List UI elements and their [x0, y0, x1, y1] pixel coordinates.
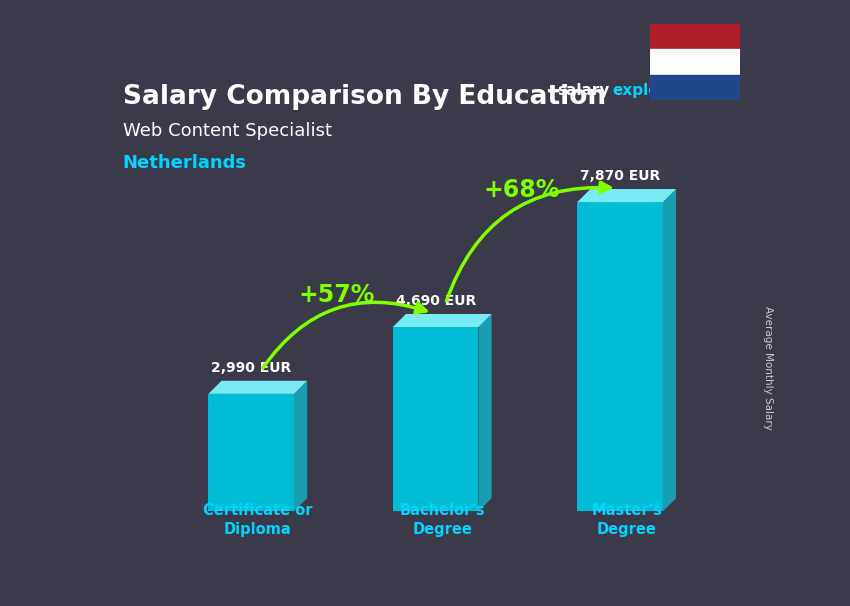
Text: Bachelor's
Degree: Bachelor's Degree: [400, 503, 485, 537]
Polygon shape: [294, 381, 307, 511]
Text: +68%: +68%: [483, 178, 559, 202]
Bar: [650, 24, 740, 50]
Polygon shape: [577, 202, 663, 511]
Text: Master's
Degree: Master's Degree: [592, 503, 662, 537]
Text: Web Content Specialist: Web Content Specialist: [122, 122, 332, 140]
Polygon shape: [208, 394, 294, 511]
Polygon shape: [208, 381, 307, 394]
Text: +57%: +57%: [298, 283, 375, 307]
Text: Certificate or
Diploma: Certificate or Diploma: [203, 503, 313, 537]
Text: 4,690 EUR: 4,690 EUR: [395, 295, 476, 308]
FancyArrowPatch shape: [446, 182, 610, 301]
FancyArrowPatch shape: [263, 302, 426, 368]
Text: explorer.com: explorer.com: [612, 83, 722, 98]
Text: salary: salary: [558, 83, 609, 98]
Text: Netherlands: Netherlands: [122, 155, 246, 172]
Text: 2,990 EUR: 2,990 EUR: [211, 361, 292, 375]
Text: Average Monthly Salary: Average Monthly Salary: [763, 306, 774, 430]
Polygon shape: [393, 314, 491, 327]
Text: Salary Comparison By Education: Salary Comparison By Education: [122, 84, 606, 110]
Polygon shape: [577, 189, 676, 202]
Text: 7,870 EUR: 7,870 EUR: [580, 170, 660, 184]
Polygon shape: [393, 327, 479, 511]
Polygon shape: [479, 314, 491, 511]
Bar: [650, 50, 740, 75]
Polygon shape: [663, 189, 676, 511]
Bar: [650, 75, 740, 100]
